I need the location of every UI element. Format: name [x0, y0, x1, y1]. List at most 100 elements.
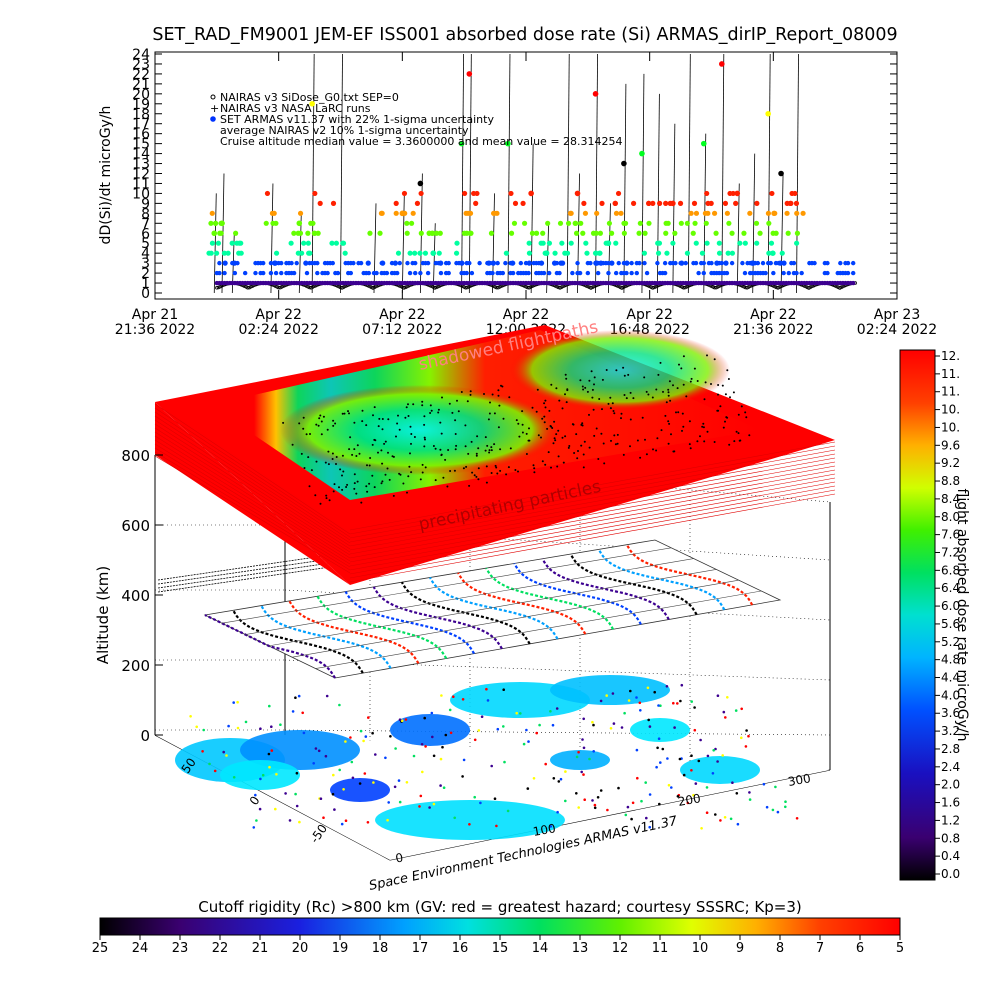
- map-track-dot: [275, 773, 278, 776]
- map-track-dot: [338, 768, 342, 772]
- slab-dot: [656, 437, 659, 440]
- map-track-dot: [659, 761, 662, 764]
- slab-dot: [717, 393, 719, 396]
- ground-track: [316, 595, 448, 660]
- slab-dot: [300, 452, 303, 455]
- armas-point: [781, 260, 787, 266]
- armas-point: [729, 250, 736, 256]
- altitude-tick-label: 600: [121, 517, 150, 535]
- slab-dot: [688, 420, 691, 423]
- armas-point: [845, 260, 851, 266]
- armas-point: [208, 220, 214, 226]
- map-track-dot: [298, 820, 301, 824]
- slab-dot: [576, 457, 579, 460]
- slab-dot: [673, 450, 676, 453]
- rigidity-colorbar-tick-label: 12: [612, 941, 629, 956]
- ground-track: [204, 614, 336, 679]
- slab-dot: [319, 502, 322, 505]
- armas-point: [704, 190, 710, 197]
- slab-dot: [355, 455, 358, 457]
- slab-dot: [371, 474, 374, 477]
- slab-dot: [724, 393, 727, 396]
- map-track-dot: [244, 720, 248, 724]
- armas-point: [408, 220, 415, 226]
- ground-track-tail: [157, 562, 331, 589]
- armas-point: [477, 260, 482, 266]
- map-track-dot: [638, 701, 642, 705]
- spike-line: [752, 153, 756, 294]
- slab-dot: [319, 414, 322, 417]
- map-track-dot: [366, 821, 370, 824]
- armas-point: [214, 250, 220, 256]
- armas-point: [558, 260, 564, 266]
- slab-dot: [377, 425, 380, 428]
- slab-dot: [717, 384, 720, 386]
- armas-point: [333, 240, 339, 246]
- slab-dot: [325, 494, 328, 497]
- armas-point: [655, 240, 661, 246]
- slab-dot: [704, 381, 707, 384]
- slab-dot: [713, 358, 716, 361]
- armas-point: [606, 220, 613, 226]
- map-track-dot: [582, 746, 586, 750]
- armas-point: [225, 250, 231, 256]
- slab-dot: [342, 470, 345, 473]
- map-track-dot: [236, 726, 240, 730]
- armas-point: [590, 230, 597, 236]
- slab-dot: [322, 415, 325, 418]
- map-track-dot: [611, 692, 615, 695]
- slab-dot: [366, 464, 368, 467]
- armas-point: [325, 270, 330, 276]
- map-track-dot: [648, 725, 652, 728]
- x-tick-label-date: Apr 22: [255, 307, 301, 323]
- armas-point: [582, 210, 589, 216]
- slab-dot: [373, 486, 376, 489]
- slab-dot: [525, 453, 528, 455]
- world-map-base: [155, 675, 830, 860]
- slab-dot: [343, 412, 346, 415]
- slab-dot: [729, 396, 731, 399]
- ground-track: [625, 544, 754, 606]
- armas-point: [794, 210, 800, 216]
- armas-point: [533, 230, 540, 236]
- slab-stripe: [154, 407, 351, 538]
- slab-dot: [615, 369, 618, 372]
- map-track-dot: [431, 735, 434, 739]
- slab-dot: [659, 361, 662, 364]
- armas-point: [791, 260, 797, 266]
- slab-dot: [397, 414, 399, 417]
- map-track-dot: [412, 754, 416, 758]
- slab-dot: [335, 463, 337, 465]
- armas-point: [737, 240, 743, 246]
- map-track-dot: [519, 712, 522, 715]
- slab-dot: [365, 485, 368, 488]
- armas-point: [379, 210, 385, 216]
- slab-dot: [341, 412, 344, 415]
- map-track-dot: [515, 711, 518, 715]
- slab-dot: [440, 432, 443, 435]
- legend-marker-dot: [210, 116, 216, 122]
- slab-dot: [740, 405, 743, 408]
- armas-point: [724, 270, 730, 276]
- map-track-dot: [420, 743, 424, 746]
- armas-point: [616, 260, 621, 266]
- map-track-dot: [319, 797, 323, 800]
- armas-point: [446, 270, 451, 276]
- ground-track: [288, 600, 420, 664]
- nairas-point: [433, 286, 437, 290]
- y-tick-label: 6: [141, 226, 150, 242]
- armas-point: [552, 250, 558, 256]
- nairas-point: [712, 285, 717, 290]
- slab-dot: [558, 399, 561, 402]
- armas-point: [724, 210, 730, 216]
- map-track-dot: [719, 819, 722, 822]
- armas-point: [410, 210, 416, 216]
- armas-point: [508, 190, 514, 197]
- armas-point: [754, 200, 760, 206]
- slab-dot: [549, 425, 552, 427]
- armas-point: [701, 260, 706, 266]
- armas-point: [593, 260, 599, 266]
- map-track-dot: [439, 784, 442, 787]
- map-track-dot: [640, 799, 643, 803]
- slab-dot: [678, 363, 680, 366]
